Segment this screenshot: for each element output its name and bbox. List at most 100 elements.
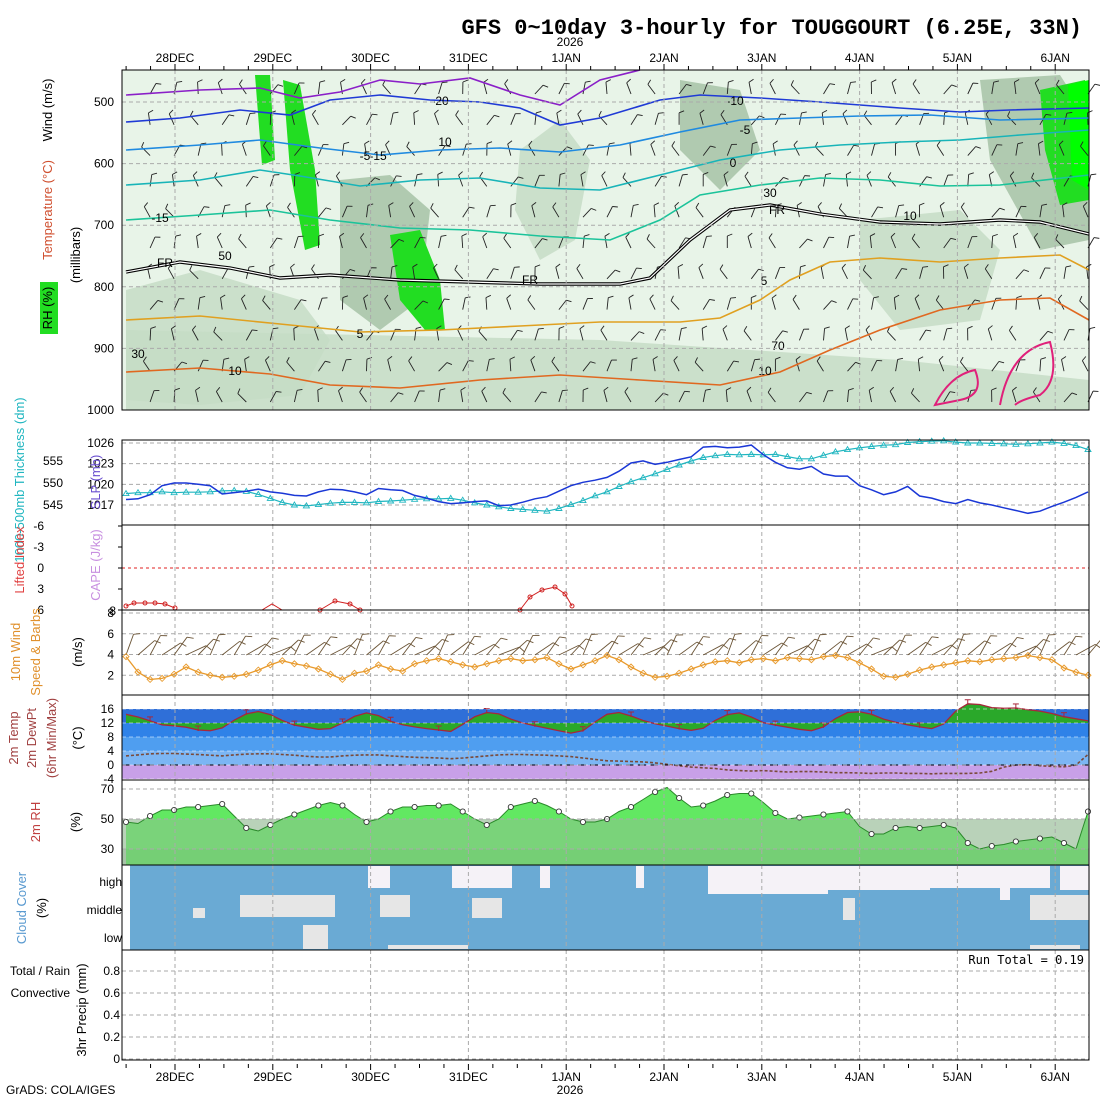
barb-flag (918, 356, 924, 360)
barb-flag (719, 264, 724, 270)
barb-staff (338, 390, 343, 403)
rh-2m-point (892, 824, 899, 832)
barb-flag (577, 109, 582, 115)
barb-staff (630, 331, 640, 341)
barb-flag (213, 326, 217, 333)
barb-flag (1075, 635, 1083, 638)
barb-staff (137, 640, 155, 656)
barb-staff (293, 328, 295, 341)
surface-wind-barb (438, 634, 455, 656)
barb-staff (654, 639, 672, 656)
upper-wind-barb (719, 264, 728, 280)
upper-wind-barb (165, 203, 175, 218)
barb-flag (318, 233, 325, 237)
surface-wind-barb (726, 633, 742, 656)
barb-flag (518, 176, 524, 179)
barb-staff (412, 266, 416, 279)
isotherm-label: 0 (730, 156, 737, 170)
barb-flag (374, 177, 380, 181)
barb-flag (964, 263, 969, 268)
pressure-tick-label: 900 (94, 341, 114, 355)
barb-staff (871, 206, 879, 218)
barb-staff (287, 207, 295, 218)
upper-wind-barb (967, 236, 978, 249)
barb-staff (912, 83, 920, 95)
barb-flag (862, 264, 867, 271)
barb-flag (816, 356, 821, 362)
top-day-label: 3JAN (747, 51, 776, 65)
barb-flag (588, 144, 594, 146)
surface-wind-barb (835, 635, 854, 656)
barb-flag (824, 326, 830, 329)
barb-staff (868, 390, 872, 403)
barb-flag (993, 80, 1000, 83)
upper-wind-barb (576, 263, 584, 280)
thickness-point (627, 477, 635, 485)
barb-flag (297, 389, 303, 391)
barb-flag (176, 81, 183, 83)
barb-flag (409, 202, 414, 207)
barb-staff (991, 144, 998, 156)
upper-wind-barb (558, 326, 565, 341)
rh-2m-point (363, 818, 370, 826)
barb-flag (178, 298, 185, 300)
li-point (539, 587, 545, 593)
temp-tick-label: 8 (107, 730, 114, 744)
barb-flag (336, 171, 341, 177)
barb-staff (262, 300, 271, 310)
upper-wind-barb (895, 268, 908, 280)
barb-flag (181, 361, 188, 365)
wind-speed-point (903, 670, 912, 678)
barb-staff (931, 644, 952, 656)
barb-staff (170, 328, 175, 341)
upper-wind-barb (862, 264, 872, 280)
upper-wind-barb (919, 329, 932, 341)
barb-flag (217, 78, 223, 83)
barb-flag (782, 330, 788, 333)
barb-staff (241, 298, 247, 310)
barb-staff (652, 359, 656, 372)
barb-flag (393, 111, 399, 114)
barb-staff (816, 360, 824, 372)
wind-speed-point (218, 673, 226, 681)
barb-flag (663, 646, 669, 652)
barb-flag (558, 326, 565, 329)
upper-wind-barb (1062, 202, 1068, 218)
barb-flag (984, 640, 991, 644)
barb-staff (390, 239, 400, 249)
thickness-point (855, 443, 864, 451)
barb-staff (654, 175, 662, 187)
barb-staff (695, 207, 704, 218)
barb-staff (814, 146, 824, 156)
thickness-point (519, 505, 527, 512)
precip-tick-label: 0.2 (103, 1030, 120, 1044)
isotherm-line (933, 368, 979, 407)
surface-wind-barb (161, 642, 187, 656)
thickness-point (278, 498, 287, 505)
thickness-point (446, 494, 455, 501)
barb-staff (430, 207, 439, 218)
isotherm-line (125, 254, 1090, 333)
barb-staff (622, 177, 632, 187)
upper-wind-barb (991, 80, 1000, 95)
barb-staff (143, 360, 151, 372)
barb-staff (600, 329, 608, 341)
upper-wind-barb (317, 297, 328, 310)
upper-wind-barb (1036, 294, 1043, 310)
surface-wind-barb (450, 641, 475, 656)
barb-flag (239, 79, 243, 85)
barb-staff (458, 174, 464, 187)
upper-wind-barb (269, 174, 280, 187)
barb-flag (342, 295, 349, 299)
barb-flag (632, 357, 638, 360)
upper-wind-barb (967, 146, 981, 156)
isotherm-line (125, 114, 1090, 156)
surface-wind-barb (955, 633, 971, 656)
barb-flag (746, 386, 752, 392)
barb-flag (759, 115, 765, 119)
barb-flag (775, 356, 781, 360)
barb-staff (414, 83, 422, 95)
barb-staff (847, 82, 852, 95)
surface-wind-barb (534, 642, 560, 656)
barb-staff (241, 144, 247, 156)
